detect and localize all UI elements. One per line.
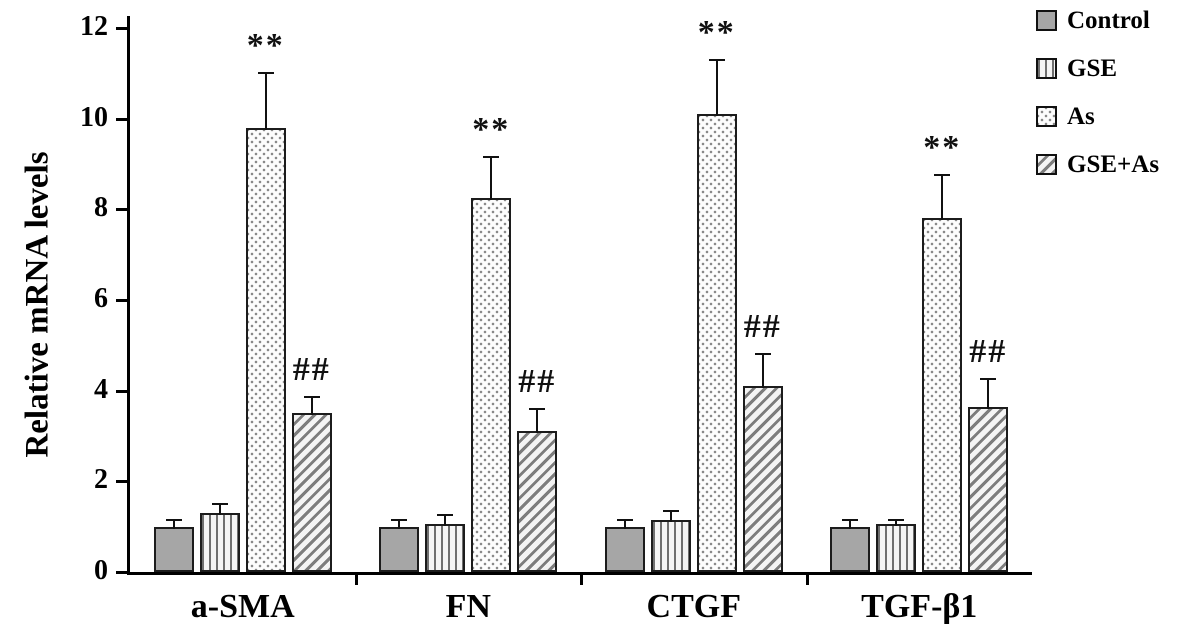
legend-item-gse: GSE — [1036, 56, 1181, 81]
legend-label: GSE+As — [1067, 151, 1160, 178]
vertical-lines-swatch-icon — [1036, 58, 1057, 79]
y-tick-label: 6 — [94, 283, 108, 314]
legend-item-as: As — [1036, 104, 1181, 129]
bar-gse-tgf-1 — [876, 524, 917, 572]
bar-gse-as-fn — [517, 431, 558, 572]
bar-control-tgf-1 — [830, 526, 871, 572]
x-tick — [580, 572, 583, 585]
y-tick — [116, 117, 127, 121]
significance-marker: ## — [743, 308, 782, 346]
error-bar-cap — [391, 518, 408, 521]
x-axis-line — [127, 572, 1032, 575]
error-bar-cap — [662, 509, 679, 512]
bar-as-fn — [471, 198, 512, 572]
y-tick — [116, 571, 127, 574]
error-bar-line — [715, 59, 718, 117]
error-bar-line — [941, 175, 944, 221]
legend: Control GSE As GSE+As — [1036, 8, 1181, 200]
error-bar-cap — [165, 518, 182, 521]
y-tick-label: 0 — [94, 555, 108, 586]
error-bar-cap — [529, 407, 546, 410]
significance-marker: ## — [292, 351, 331, 389]
y-tick-label: 10 — [80, 101, 108, 133]
error-bar-line — [849, 519, 852, 529]
y-tick-label: 12 — [80, 11, 108, 42]
error-bar-line — [264, 73, 267, 130]
y-tick — [116, 480, 127, 484]
bar-gse-a-sma — [199, 513, 240, 572]
error-bar-line — [444, 515, 447, 527]
error-bar-cap — [754, 353, 771, 356]
y-tick-label: 8 — [94, 192, 108, 224]
error-bar-line — [218, 504, 221, 516]
error-bar-line — [172, 519, 175, 529]
legend-label: Control — [1067, 7, 1150, 34]
x-category-label: CTGF — [646, 588, 741, 625]
y-tick — [116, 27, 127, 30]
bar-gse-as-ctgf — [742, 386, 783, 572]
error-bar-line — [536, 408, 539, 434]
bar-gse-as-tgf-1 — [968, 406, 1009, 572]
error-bar-line — [895, 519, 898, 527]
error-bar-cap — [616, 518, 633, 521]
error-bar-cap — [303, 396, 320, 399]
error-bar-line — [490, 157, 493, 200]
error-bar-line — [310, 397, 313, 416]
error-bar-cap — [483, 156, 500, 159]
error-bar-cap — [980, 378, 997, 381]
error-bar-cap — [257, 72, 274, 75]
significance-marker: ** — [472, 111, 511, 149]
bar-control-fn — [379, 526, 420, 572]
bar-control-a-sma — [153, 526, 194, 572]
error-bar-cap — [934, 174, 951, 177]
legend-item-control: Control — [1036, 8, 1181, 33]
legend-label: GSE — [1067, 55, 1118, 82]
error-bar-line — [987, 379, 990, 409]
x-category-label: a-SMA — [190, 588, 295, 625]
x-category-label: TGF-β1 — [861, 588, 978, 625]
y-tick — [116, 389, 127, 393]
x-category-label: FN — [445, 588, 491, 625]
bar-control-ctgf — [604, 526, 645, 572]
bar-as-a-sma — [245, 127, 286, 572]
error-bar-line — [398, 519, 401, 529]
error-bar-cap — [708, 58, 725, 61]
y-axis-line — [127, 16, 130, 575]
error-bar-cap — [211, 503, 228, 505]
legend-label: As — [1067, 103, 1095, 130]
significance-marker: ## — [518, 362, 557, 400]
bar-gse-ctgf — [650, 519, 691, 572]
error-bar-line — [623, 519, 626, 529]
error-bar-cap — [888, 518, 905, 521]
error-bar-line — [669, 510, 672, 522]
significance-marker: ** — [923, 129, 962, 167]
dots-swatch-icon — [1036, 106, 1057, 127]
x-tick — [805, 572, 809, 585]
bar-as-ctgf — [696, 114, 737, 572]
solid-gray-swatch-icon — [1036, 10, 1057, 31]
bar-gse-as-a-sma — [291, 413, 332, 572]
error-bar-line — [761, 354, 764, 389]
significance-marker: ** — [697, 13, 736, 51]
error-bar-cap — [437, 514, 454, 517]
bar-gse-fn — [425, 524, 466, 572]
y-tick-label: 2 — [94, 464, 108, 496]
x-tick — [354, 572, 358, 585]
error-bar-cap — [842, 518, 859, 521]
legend-item-gse-as: GSE+As — [1036, 152, 1181, 177]
y-tick — [116, 299, 127, 302]
diagonal-stripes-swatch-icon — [1036, 154, 1057, 175]
significance-marker: ## — [969, 333, 1008, 371]
significance-marker: ** — [246, 27, 285, 65]
y-tick — [116, 208, 127, 212]
y-tick-label: 4 — [94, 373, 108, 405]
bar-as-tgf-1 — [922, 218, 963, 572]
